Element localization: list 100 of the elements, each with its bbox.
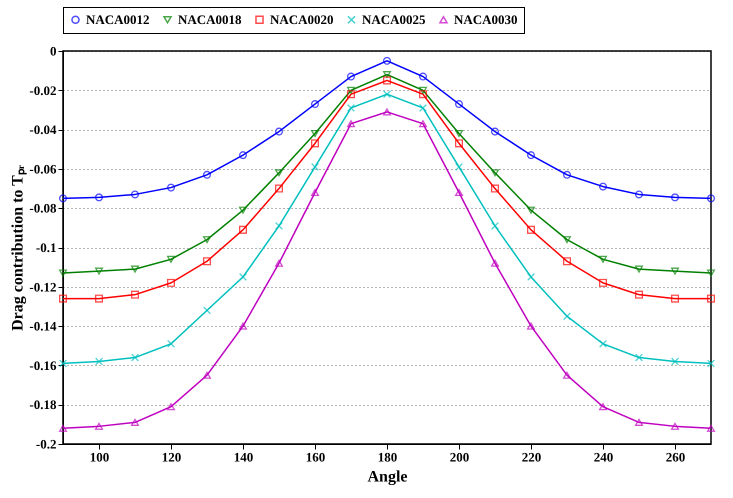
point: [526, 226, 536, 234]
point: [130, 266, 140, 273]
point: [130, 190, 140, 198]
point: [130, 418, 140, 426]
point: [346, 72, 356, 81]
point: [706, 194, 716, 202]
x-tick-label: 140: [234, 450, 254, 464]
point: [526, 206, 536, 214]
point: [58, 359, 68, 368]
point: [238, 272, 248, 281]
point: [418, 90, 428, 98]
point: [94, 193, 104, 202]
point: [58, 194, 68, 202]
point: [562, 312, 572, 320]
point: [598, 278, 608, 287]
point: [454, 139, 464, 148]
point: [310, 139, 320, 148]
point: [202, 257, 212, 266]
point: [490, 128, 500, 136]
x-axis-title: Angle: [368, 468, 408, 486]
point: [562, 372, 572, 379]
point: [274, 222, 284, 230]
y-tick-label: -0.06: [29, 161, 57, 176]
point: [310, 188, 320, 196]
point: [274, 169, 284, 176]
point: [418, 104, 428, 112]
x-tick-label: 100: [90, 450, 110, 464]
point: [238, 206, 248, 214]
x-tick-label: 180: [378, 450, 398, 464]
point: [598, 340, 608, 348]
y-tick-label: 0: [50, 44, 56, 58]
x-tick-label: 200: [450, 450, 470, 464]
point: [274, 184, 284, 193]
point: [562, 236, 572, 244]
point: [382, 108, 392, 116]
point: [202, 170, 212, 179]
y-tick-label: -0.08: [29, 200, 57, 216]
y-tick-label: -0.04: [29, 122, 57, 138]
point: [166, 340, 176, 348]
point: [382, 90, 392, 98]
point: [202, 236, 212, 244]
point: [346, 120, 356, 128]
y-tick-label: -0.12: [29, 279, 56, 294]
point: [598, 403, 608, 410]
point: [418, 120, 428, 128]
point: [238, 322, 248, 330]
point: [166, 256, 176, 263]
y-axis-title: Drag contribution to Tₚᵣ: [9, 165, 28, 331]
point: [58, 424, 68, 432]
point: [454, 162, 464, 171]
legend-label: NACA0025: [362, 12, 426, 27]
x-tick-label: 220: [522, 450, 542, 464]
point: [526, 322, 536, 330]
point: [238, 151, 248, 160]
legend-label: NACA0012: [86, 12, 150, 27]
x-tick-label: 240: [594, 450, 614, 464]
point: [706, 294, 716, 303]
point: [94, 268, 104, 275]
point: [238, 226, 248, 234]
point: [526, 151, 536, 160]
point: [598, 256, 608, 263]
point: [346, 104, 356, 112]
point: [166, 403, 176, 410]
point: [562, 257, 572, 266]
point: [310, 130, 320, 138]
point: [382, 76, 392, 84]
point: [526, 272, 536, 281]
legend-label: NACA0030: [454, 12, 518, 27]
y-tick-label: -0.2: [36, 436, 56, 452]
y-tick-label: -0.02: [29, 82, 56, 98]
point: [670, 422, 680, 430]
point: [454, 130, 464, 138]
point: [706, 424, 716, 432]
point: [94, 294, 104, 303]
y-tick-label: -0.16: [29, 358, 57, 373]
legend-label: NACA0018: [178, 12, 242, 27]
point: [634, 418, 644, 426]
point: [130, 290, 140, 299]
point: [310, 100, 320, 108]
point: [94, 422, 104, 430]
point: [490, 260, 500, 267]
point: [202, 372, 212, 379]
point: [418, 86, 428, 94]
point: [454, 100, 464, 108]
point: [382, 71, 392, 78]
point: [670, 294, 680, 303]
point: [490, 222, 500, 230]
point: [562, 170, 572, 179]
x-tick-label: 260: [666, 450, 686, 464]
x-tick-label: 160: [306, 450, 326, 464]
point: [634, 190, 644, 198]
point: [670, 268, 680, 275]
point: [634, 354, 644, 362]
point: [490, 169, 500, 176]
point: [346, 86, 356, 94]
point: [670, 193, 680, 202]
point: [310, 162, 320, 171]
point: [634, 290, 644, 299]
point: [130, 354, 140, 362]
point: [58, 294, 68, 303]
